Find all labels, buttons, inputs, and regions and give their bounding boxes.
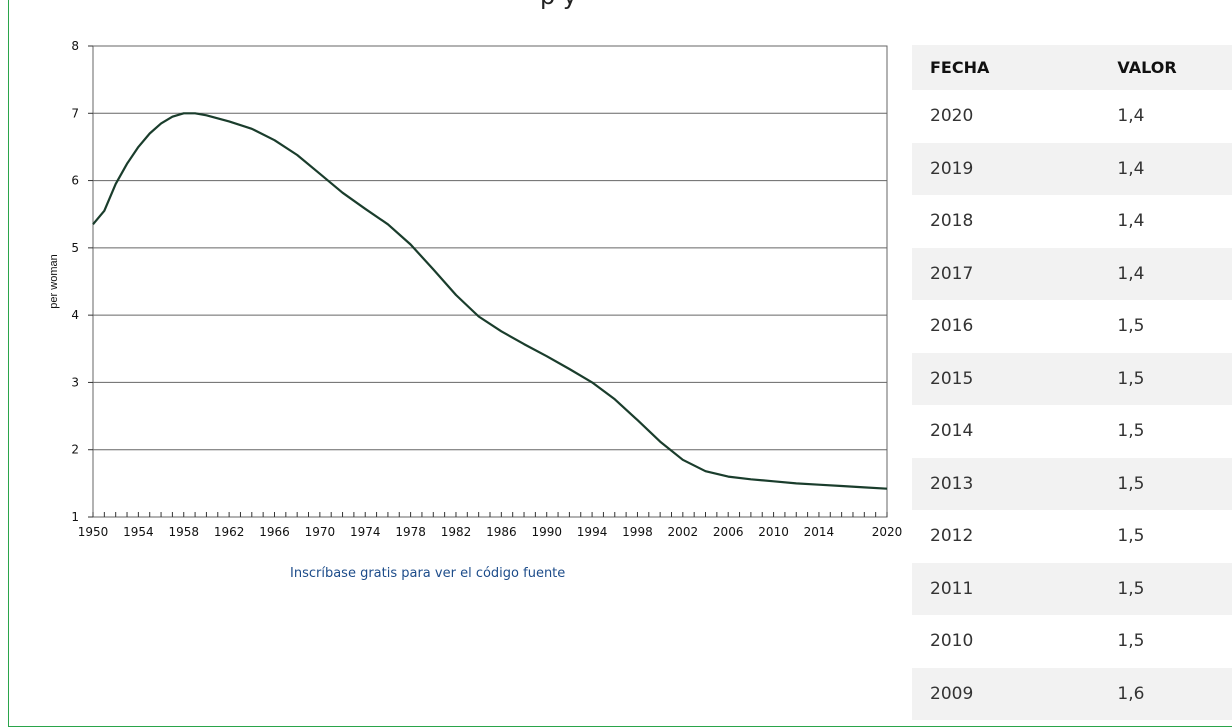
y-tick-label: 1 bbox=[71, 510, 79, 524]
cell-fecha: 2020 bbox=[930, 106, 974, 127]
x-tick-label: 1994 bbox=[577, 525, 608, 539]
cell-valor: 1,5 bbox=[1117, 562, 1232, 615]
x-tick-label: 1998 bbox=[622, 525, 653, 539]
cell-valor: 1,5 bbox=[1117, 421, 1145, 442]
x-tick-label: 2014 bbox=[804, 525, 835, 539]
data-table: FECHA VALOR 2020 1,4 2019 1,4 2018 1,4 2017 1,4… bbox=[912, 45, 1232, 720]
table-row: 2020 1,4 bbox=[912, 90, 1232, 143]
table-header-row: FECHA VALOR bbox=[912, 45, 1232, 90]
y-tick-label: 2 bbox=[71, 443, 79, 457]
table-row: 2014 1,5 bbox=[912, 405, 1232, 458]
cell-fecha: 2013 bbox=[912, 457, 1118, 510]
cell-valor: 1,5 bbox=[1117, 352, 1232, 405]
header-valor[interactable]: VALOR bbox=[1117, 45, 1232, 90]
y-axis-label: per woman bbox=[48, 254, 60, 308]
y-tick-label: 5 bbox=[71, 241, 79, 255]
x-tick-labels: 1950 1954 1958 1962 1966 1970 1974 1978 1982 1986… bbox=[78, 525, 903, 539]
cell-valor: 1,4 bbox=[1117, 211, 1145, 232]
x-tick-label: 1982 bbox=[441, 525, 472, 539]
cell-fecha: 2018 bbox=[930, 211, 974, 232]
cell-fecha: 2011 bbox=[912, 562, 1118, 615]
table-row: 2019 1,4 bbox=[912, 142, 1232, 195]
x-tick-label: 1958 bbox=[168, 525, 199, 539]
table-row: 2015 1,5 bbox=[912, 352, 1232, 405]
y-tick-label: 8 bbox=[71, 39, 79, 53]
table-row: 2017 1,4 bbox=[912, 247, 1232, 300]
cell-valor: 1,5 bbox=[1117, 526, 1145, 547]
cell-fecha: 2014 bbox=[930, 421, 974, 442]
cell-valor: 1,4 bbox=[1117, 142, 1232, 195]
source-code-link[interactable]: Inscríbase gratis para ver el código fue… bbox=[290, 566, 566, 581]
header-fecha[interactable]: FECHA bbox=[912, 45, 1118, 90]
table-row: 2018 1,4 bbox=[912, 195, 1232, 248]
x-tick-label: 1986 bbox=[486, 525, 517, 539]
series-line bbox=[92, 112, 888, 490]
y-tick-label: 3 bbox=[71, 375, 79, 389]
cell-valor: 1,4 bbox=[1117, 247, 1232, 300]
y-tick-label: 7 bbox=[71, 106, 79, 120]
cell-fecha: 2017 bbox=[912, 247, 1118, 300]
x-tick-label: 1962 bbox=[214, 525, 245, 539]
x-tick-label: 1966 bbox=[259, 525, 290, 539]
table-row: 2009 1,6 bbox=[912, 667, 1232, 720]
x-tick-label: 2010 bbox=[758, 525, 789, 539]
cell-fecha: 2012 bbox=[930, 526, 974, 547]
y-tick-labels: 1 2 3 4 5 6 7 8 bbox=[71, 39, 93, 524]
x-tick-label: 1950 bbox=[78, 525, 109, 539]
table-row: 2013 1,5 bbox=[912, 457, 1232, 510]
x-tick-label: 1974 bbox=[350, 525, 381, 539]
table-row: 2010 1,5 bbox=[912, 615, 1232, 668]
x-minor-ticks bbox=[92, 512, 888, 517]
page-title-fragment: p y bbox=[540, 0, 577, 10]
cell-fecha: 2010 bbox=[930, 631, 974, 652]
cell-fecha: 2016 bbox=[930, 316, 974, 337]
x-tick-label: 1978 bbox=[395, 525, 426, 539]
cell-valor: 1,4 bbox=[1117, 106, 1145, 127]
x-tick-label: 1970 bbox=[305, 525, 336, 539]
x-tick-label: 1954 bbox=[123, 525, 154, 539]
table-row: 2011 1,5 bbox=[912, 562, 1232, 615]
y-tick-label: 6 bbox=[71, 174, 79, 188]
cell-valor: 1,6 bbox=[1117, 667, 1232, 720]
cell-fecha: 2019 bbox=[912, 142, 1118, 195]
x-tick-label: 2002 bbox=[668, 525, 699, 539]
table-row: 2016 1,5 bbox=[912, 300, 1232, 353]
y-tick-label: 4 bbox=[71, 308, 79, 322]
x-tick-label: 2006 bbox=[713, 525, 744, 539]
cell-fecha: 2009 bbox=[912, 667, 1118, 720]
line-chart: 1 2 3 4 5 6 7 8 1950 1954 1958 1962 1966 1970 1974 197… bbox=[48, 39, 903, 539]
cell-valor: 1,5 bbox=[1117, 457, 1232, 510]
table-row: 2012 1,5 bbox=[912, 510, 1232, 563]
cell-valor: 1,5 bbox=[1117, 316, 1145, 337]
cell-fecha: 2015 bbox=[912, 352, 1118, 405]
x-tick-label: 1990 bbox=[531, 525, 562, 539]
x-tick-label: 2020 bbox=[872, 525, 903, 539]
cell-valor: 1,5 bbox=[1117, 631, 1145, 652]
